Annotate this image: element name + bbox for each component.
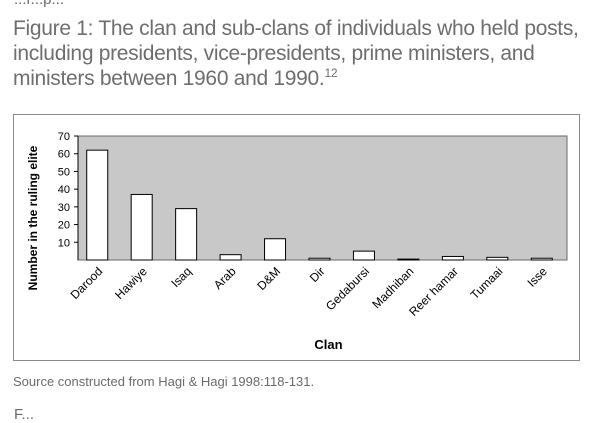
x-tick-label: Darood	[68, 264, 106, 302]
y-tick-label: 30	[58, 202, 70, 214]
y-axis-title: Number in the ruling elite	[26, 145, 40, 290]
y-tick-label: 20	[58, 220, 70, 232]
x-tick-label: Hawiye	[112, 264, 150, 302]
x-tick-label: Isse	[524, 264, 550, 290]
bar-dir	[308, 257, 331, 261]
y-tick-label: 60	[58, 149, 70, 161]
bar-darood	[86, 149, 109, 261]
y-tick-label: 70	[58, 131, 70, 143]
bar-d-m	[264, 238, 287, 261]
x-tick-label: Gedabursi	[323, 264, 372, 313]
truncated-text-top: ...r...p...	[14, 0, 64, 8]
bar-madhiban	[397, 258, 420, 261]
source-note: Source constructed from Hagi & Hagi 1998…	[13, 374, 315, 389]
y-tick-label: 40	[58, 184, 70, 196]
x-tick-label: D&M	[254, 264, 283, 293]
truncated-text-bottom: F...	[14, 406, 35, 423]
figure-caption: Figure 1: The clan and sub-clans of indi…	[13, 16, 585, 91]
x-tick-label: Arab	[211, 264, 239, 292]
footnote-ref[interactable]: 12	[324, 66, 338, 80]
bar-chart: 10 20 30 40 50 60 70 Darood Hawiye Isaq Arab D&M Dir…	[26, 131, 568, 352]
y-tick-label: 10	[58, 237, 70, 249]
x-tick-label: Dir	[307, 264, 328, 285]
bar-isaq	[175, 208, 198, 261]
y-tick-label: 50	[58, 166, 70, 178]
plot-area	[77, 135, 568, 261]
bar-gedabursi	[352, 250, 375, 261]
bar-arab	[219, 254, 242, 261]
chart-frame: 10 20 30 40 50 60 70 Darood Hawiye Isaq Arab D&M Dir…	[13, 114, 580, 361]
bar-hawiye	[130, 193, 153, 261]
x-tick-label: Isaq	[168, 264, 194, 290]
x-tick-label: Tumaai	[468, 264, 506, 302]
x-tick-label: Madhiban	[369, 264, 416, 311]
bar-isse	[530, 257, 553, 261]
figure-title: Figure 1: The clan and sub-clans of indi…	[13, 17, 579, 90]
bar-tumaai	[486, 256, 509, 261]
bar-reer-hamar	[441, 255, 464, 261]
x-axis-title: Clan	[314, 337, 342, 352]
